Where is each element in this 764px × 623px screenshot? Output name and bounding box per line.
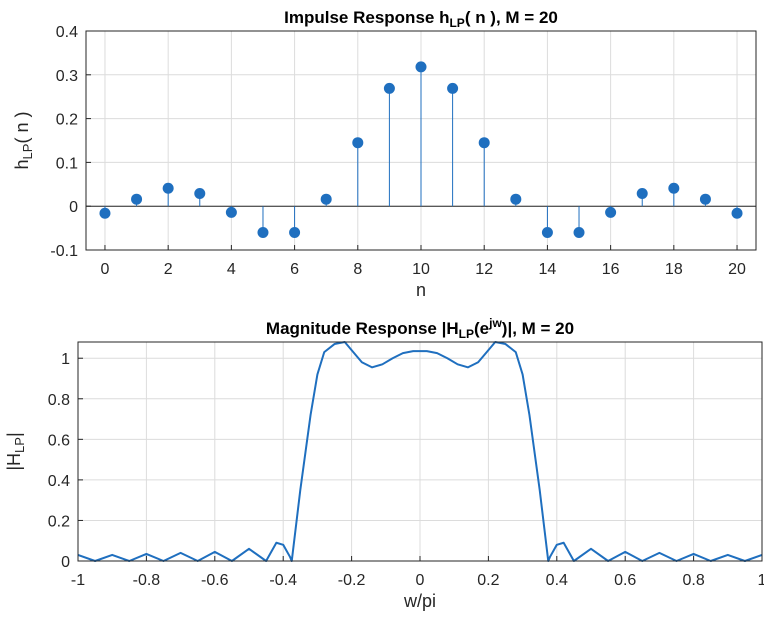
- ylabel-rest: ( n ): [12, 112, 32, 144]
- x-tick-label: -0.6: [201, 572, 229, 589]
- x-tick-label: 18: [665, 261, 683, 278]
- x-tick-label: 14: [539, 261, 557, 278]
- stem-marker: [194, 187, 206, 199]
- plot-title: Impulse Response hLP( n ), M = 20: [284, 8, 558, 30]
- y-tick-label: 1: [61, 351, 70, 368]
- title-main: Magnitude Response |H: [266, 319, 459, 338]
- stem-marker: [415, 61, 427, 73]
- y-tick-label: 0.3: [56, 68, 78, 85]
- ylabel-sub: LP: [20, 144, 35, 160]
- axes-box: [85, 30, 757, 251]
- stem-marker: [162, 182, 174, 194]
- ylabel-main: |H: [4, 453, 24, 471]
- stem-marker: [605, 206, 617, 218]
- ylabel-main: h: [12, 159, 32, 169]
- title-sub: LP: [449, 16, 464, 30]
- stem-marker: [731, 207, 743, 219]
- x-axis-label: n: [416, 280, 426, 300]
- x-tick-label: 6: [290, 261, 299, 278]
- series-line: [77, 341, 763, 562]
- stem-marker: [447, 82, 459, 94]
- x-tick-label: 0: [101, 261, 110, 278]
- x-tick-label: 0.6: [614, 572, 636, 589]
- stem-marker: [573, 226, 585, 238]
- x-tick-label: 1: [758, 572, 764, 589]
- y-tick-label: 0.4: [56, 24, 78, 41]
- y-tick-label: 0: [61, 554, 70, 571]
- title-main: Impulse Response h: [284, 8, 449, 27]
- stem-marker: [699, 193, 711, 205]
- x-tick-label: 0.8: [682, 572, 704, 589]
- x-tick-label: -1: [71, 572, 85, 589]
- stem-marker: [289, 226, 301, 238]
- x-tick-labels: -1 -0.8 -0.6 -0.4 -0.2 0 0.2 0.4 0.6 0.8 1: [71, 572, 764, 589]
- title-mid: (e: [474, 319, 489, 338]
- y-tick-label: 0.6: [48, 432, 70, 449]
- title-rest: ( n ), M = 20: [465, 8, 558, 27]
- stem-marker: [541, 226, 553, 238]
- x-tick-label: 4: [227, 261, 236, 278]
- y-tick-label: -0.1: [50, 243, 78, 260]
- ylabel-sub: LP: [12, 437, 27, 453]
- x-tick-label: 0: [416, 572, 425, 589]
- stem-marker: [668, 182, 680, 194]
- x-tick-labels: 0 2 4 6 8 10 12 14 16 18 20: [101, 261, 747, 278]
- plot-title: Magnitude Response |HLP(ejw)|, M = 20: [266, 316, 574, 341]
- stem-marker: [352, 137, 364, 149]
- x-tick-label: 0.4: [546, 572, 568, 589]
- y-tick-label: 0.2: [56, 112, 78, 129]
- y-tick-label: 0.8: [48, 392, 70, 409]
- y-tick-label: 0: [69, 199, 78, 216]
- stem-marker: [225, 206, 237, 218]
- x-tick-label: -0.4: [269, 572, 297, 589]
- x-axis-label: w/pi: [403, 591, 436, 611]
- x-tick-label: -0.8: [133, 572, 161, 589]
- title-rest: )|, M = 20: [502, 319, 574, 338]
- stem-marker: [383, 82, 395, 94]
- impulse-response-plot: 0 2 4 6 8 10 12 14 16 18 20 -0.1 0 0.1 0.2 0.3 0.4 Impu…: [12, 8, 757, 300]
- y-tick-label: 0.4: [48, 473, 70, 490]
- ylabel-rest: |: [4, 432, 24, 437]
- stem-series: [86, 61, 756, 238]
- y-tick-label: 0.2: [48, 513, 70, 530]
- y-tick-labels: -0.1 0 0.1 0.2 0.3 0.4: [50, 24, 78, 260]
- line-series: [77, 341, 763, 562]
- x-tick-label: 2: [164, 261, 173, 278]
- x-tick-label: 20: [728, 261, 746, 278]
- stem-marker: [636, 187, 648, 199]
- x-tick-label: 0.2: [477, 572, 499, 589]
- x-tick-label: 8: [353, 261, 362, 278]
- y-tick-label: 0.1: [56, 155, 78, 172]
- x-tick-label: 16: [602, 261, 620, 278]
- y-tick-labels: 0 0.2 0.4 0.6 0.8 1: [48, 351, 70, 571]
- stem-marker: [131, 193, 143, 205]
- y-axis-label: |HLP|: [4, 432, 27, 470]
- stem-marker: [99, 207, 111, 219]
- y-axis-label: hLP( n ): [12, 112, 35, 170]
- title-sup: jw: [488, 316, 502, 330]
- title-sub: LP: [459, 327, 474, 341]
- stem-marker: [478, 137, 490, 149]
- x-tick-label: 12: [475, 261, 493, 278]
- stem-marker: [257, 226, 269, 238]
- axes-box: [77, 341, 763, 562]
- x-tick-label: 10: [412, 261, 430, 278]
- stem-marker: [320, 193, 332, 205]
- magnitude-response-plot: -1 -0.8 -0.6 -0.4 -0.2 0 0.2 0.4 0.6 0.8 1 0 0.2 0.4…: [4, 316, 764, 611]
- stem-marker: [510, 193, 522, 205]
- x-tick-label: -0.2: [338, 572, 366, 589]
